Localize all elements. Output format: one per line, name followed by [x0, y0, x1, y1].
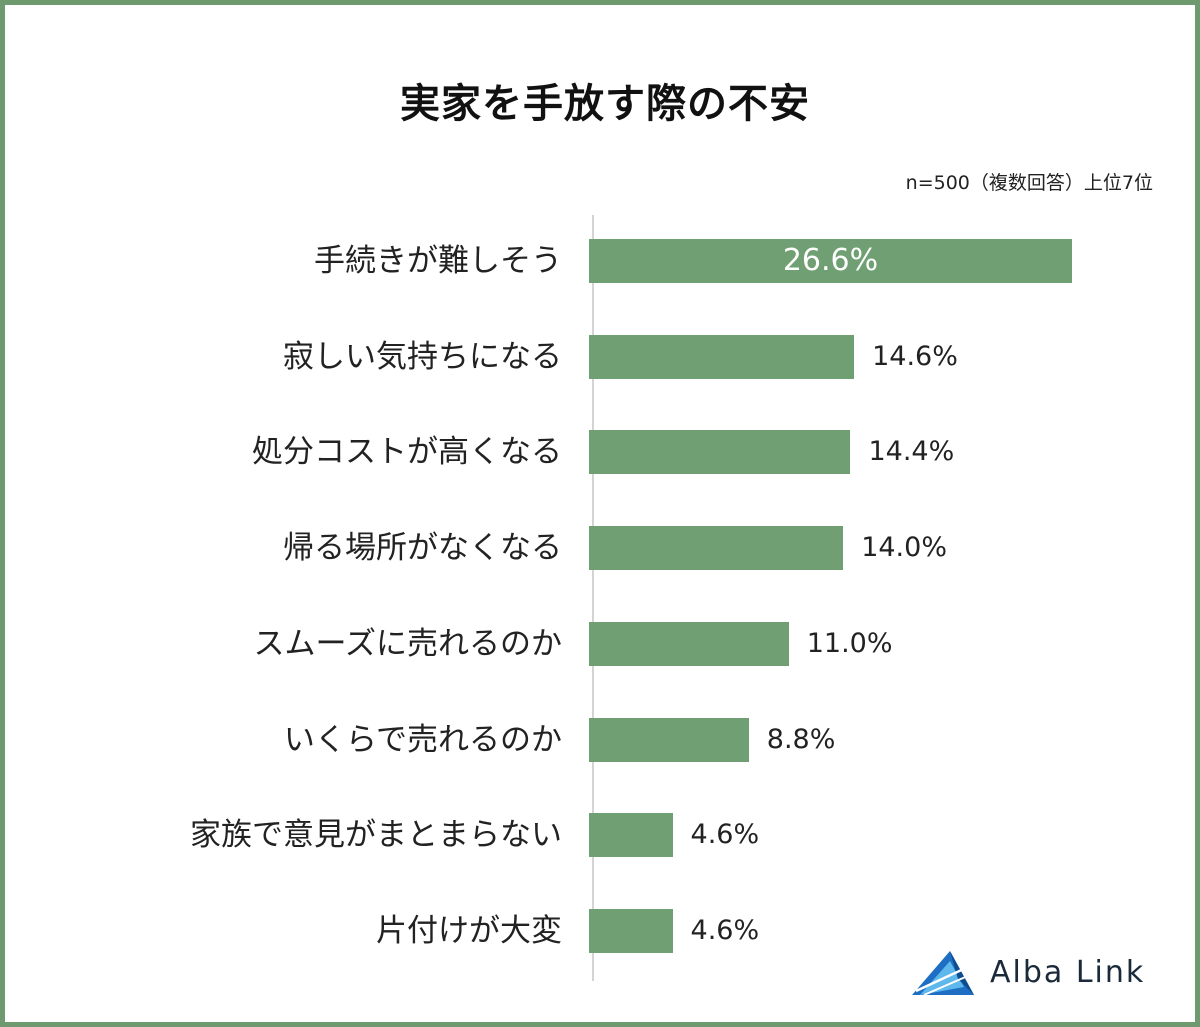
- category-label: 寂しい気持ちになる: [283, 338, 562, 375]
- value-label: 4.6%: [690, 819, 760, 851]
- bar: [589, 908, 673, 953]
- bar: [589, 430, 851, 475]
- chart-title: 実家を手放す際の不安: [400, 81, 810, 127]
- category-label: 処分コストが高くなる: [252, 434, 562, 471]
- value-label: 26.6%: [782, 243, 879, 278]
- category-label: 家族で意見がまとまらない: [190, 817, 562, 854]
- value-label: 14.4%: [868, 436, 955, 468]
- category-label: 手続きが難しそう: [314, 243, 562, 279]
- category-label: いくらで売れるのか: [283, 721, 562, 758]
- bar: [589, 621, 789, 666]
- value-label: 14.6%: [872, 340, 958, 372]
- bar: [589, 717, 749, 762]
- bar: [589, 813, 673, 858]
- value-label: 4.6%: [690, 914, 760, 946]
- bar: [589, 526, 844, 571]
- category-axis-line: [592, 215, 594, 981]
- logo-text: Alba Link: [990, 955, 1146, 990]
- sample-note: n=500（複数回答）上位7位: [905, 172, 1153, 194]
- category-label: スムーズに売れるのか: [253, 625, 562, 662]
- value-label: 8.8%: [766, 723, 836, 755]
- bar: [589, 239, 1072, 283]
- bar: [589, 334, 855, 379]
- category-label: 帰る場所がなくなる: [283, 530, 562, 567]
- value-label: 14.0%: [861, 532, 947, 564]
- value-label: 11.0%: [806, 627, 893, 659]
- alba-link-logo-icon: [912, 951, 974, 996]
- category-label: 片付けが大変: [376, 912, 562, 949]
